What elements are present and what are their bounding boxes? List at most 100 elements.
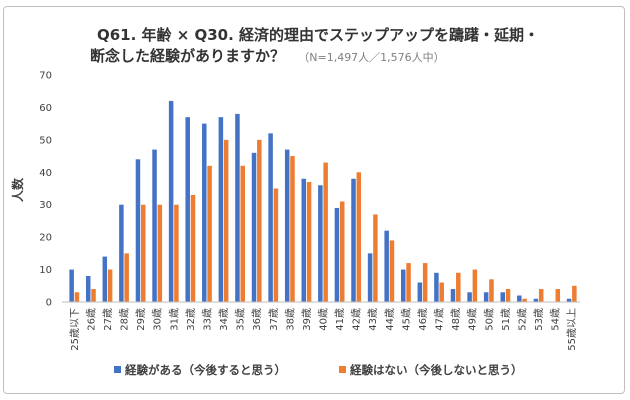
bar-not-experienced — [572, 285, 577, 302]
bar-experienced — [251, 152, 257, 302]
x-tick-label: 51歳 — [500, 308, 512, 331]
bar-experienced — [351, 178, 356, 302]
bar-experienced — [500, 292, 505, 302]
x-tick-label: 50歳 — [483, 308, 495, 331]
bar-not-experienced — [555, 289, 561, 302]
bar-not-experienced — [389, 240, 395, 302]
bar-not-experienced — [439, 282, 444, 302]
bar-experienced — [417, 282, 423, 302]
x-tick-label: 32歳 — [185, 308, 197, 331]
bar-not-experienced — [141, 204, 146, 302]
x-tick-labels: 25歳以下 26歳 27歳 28歳 29歳 30歳 31歳 32歳 33歳 34歳 35歳 36歳 37… — [69, 308, 578, 351]
chart-title-line1: Q61. 年齢 × Q30. 経済的理由でステップアップを躊躇・延期・ — [97, 26, 539, 44]
y-tick-label: 70 — [39, 71, 52, 82]
x-tick-label: 53歳 — [533, 308, 545, 331]
bar-not-experienced — [538, 289, 544, 302]
bar-experienced — [566, 298, 572, 302]
bar-experienced — [517, 295, 522, 302]
bar-not-experienced — [223, 139, 229, 302]
bar-experienced — [284, 149, 290, 302]
bar-experienced — [69, 269, 74, 302]
x-tick-label: 33歳 — [201, 308, 213, 331]
bar-not-experienced — [157, 204, 163, 302]
x-tick-label: 29歳 — [135, 308, 147, 331]
chart-title-line2-text: 断念した経験がありますか？ — [90, 47, 285, 65]
bar-not-experienced — [489, 279, 494, 302]
bar-not-experienced — [124, 253, 129, 302]
bar-experienced — [135, 159, 141, 302]
y-tick-label: 60 — [39, 103, 52, 114]
bar-not-experienced — [257, 139, 262, 302]
bar-not-experienced — [456, 272, 461, 302]
x-tick-label: 38歳 — [284, 308, 296, 331]
bar-not-experienced — [74, 292, 80, 302]
bar-experienced — [268, 133, 273, 302]
bar-not-experienced — [273, 188, 279, 302]
legend-label-experienced: 経験がある（今後すると思う） — [125, 363, 286, 377]
x-tick-label: 42歳 — [351, 308, 363, 331]
bar-experienced — [235, 113, 240, 302]
bar-experienced — [367, 253, 373, 302]
y-tick-label: 0 — [46, 298, 52, 309]
bar-experienced — [168, 100, 174, 302]
bar-not-experienced — [107, 269, 113, 302]
y-tick-label: 30 — [39, 200, 52, 211]
bar-experienced — [218, 117, 224, 302]
bar-experienced — [119, 204, 124, 302]
bar-experienced — [434, 272, 439, 302]
bar-not-experienced — [422, 263, 428, 302]
x-tick-label: 25歳以下 — [69, 308, 81, 351]
bar-experienced — [450, 289, 456, 302]
bar-not-experienced — [207, 165, 212, 302]
bar-experienced — [202, 123, 207, 302]
x-tick-label: 31歳 — [168, 308, 180, 331]
x-tick-label: 27歳 — [102, 308, 114, 331]
legend-label-not-experienced: 経験はない（今後しないと思う） — [350, 363, 523, 377]
bar-experienced — [102, 256, 108, 302]
bar-experienced — [384, 230, 389, 302]
bar-not-experienced — [339, 201, 345, 302]
x-tick-label: 54歳 — [550, 308, 562, 331]
x-tick-label: 40歳 — [318, 308, 330, 331]
x-tick-label: 44歳 — [384, 308, 396, 331]
chart-title-note: （N=1,497人／1,576人中） — [298, 51, 444, 64]
x-tick-label: 39歳 — [301, 308, 313, 331]
x-tick-label: 48歳 — [450, 308, 462, 331]
legend-swatch-not-experienced — [339, 366, 346, 373]
x-tick-label: 26歳 — [85, 308, 97, 331]
bar-not-experienced — [323, 162, 328, 302]
x-tick-label: 43歳 — [367, 308, 379, 331]
y-tick-labels: 0 10 20 30 40 50 60 70 — [39, 71, 52, 309]
bar-not-experienced — [373, 214, 378, 302]
legend: 経験がある（今後すると思う） 経験はない（今後しないと思う） — [114, 363, 523, 377]
x-tick-label: 35歳 — [235, 308, 247, 331]
x-tick-label: 45歳 — [400, 308, 412, 331]
bar-not-experienced — [290, 156, 295, 302]
bars — [69, 100, 577, 302]
y-tick-label: 50 — [39, 135, 52, 146]
bar-not-experienced — [406, 263, 411, 302]
x-tick-label: 41歳 — [334, 308, 346, 331]
bar-experienced — [318, 185, 323, 302]
bar-experienced — [152, 149, 157, 302]
bar-experienced — [467, 292, 472, 302]
y-tick-label: 20 — [39, 233, 52, 244]
x-tick-label: 36歳 — [251, 308, 263, 331]
x-tick-label: 30歳 — [152, 308, 164, 331]
bar-experienced — [334, 207, 340, 302]
chart-title-line2: 断念した経験がありますか？ （N=1,497人／1,576人中） — [90, 47, 445, 65]
x-tick-label: 52歳 — [516, 308, 528, 331]
bar-experienced — [185, 117, 190, 302]
bar-not-experienced — [306, 182, 312, 302]
x-tick-label: 55歳以上 — [566, 308, 578, 351]
x-tick-label: 47歳 — [434, 308, 446, 331]
chart-frame — [3, 6, 625, 394]
y-axis-label: 人数 — [10, 177, 25, 202]
bar-experienced — [483, 292, 489, 302]
bar-not-experienced — [522, 298, 527, 302]
y-tick-label: 10 — [39, 265, 52, 276]
x-tick-label: 37歳 — [268, 308, 280, 331]
bar-experienced — [401, 269, 406, 302]
bar-not-experienced — [91, 289, 96, 302]
